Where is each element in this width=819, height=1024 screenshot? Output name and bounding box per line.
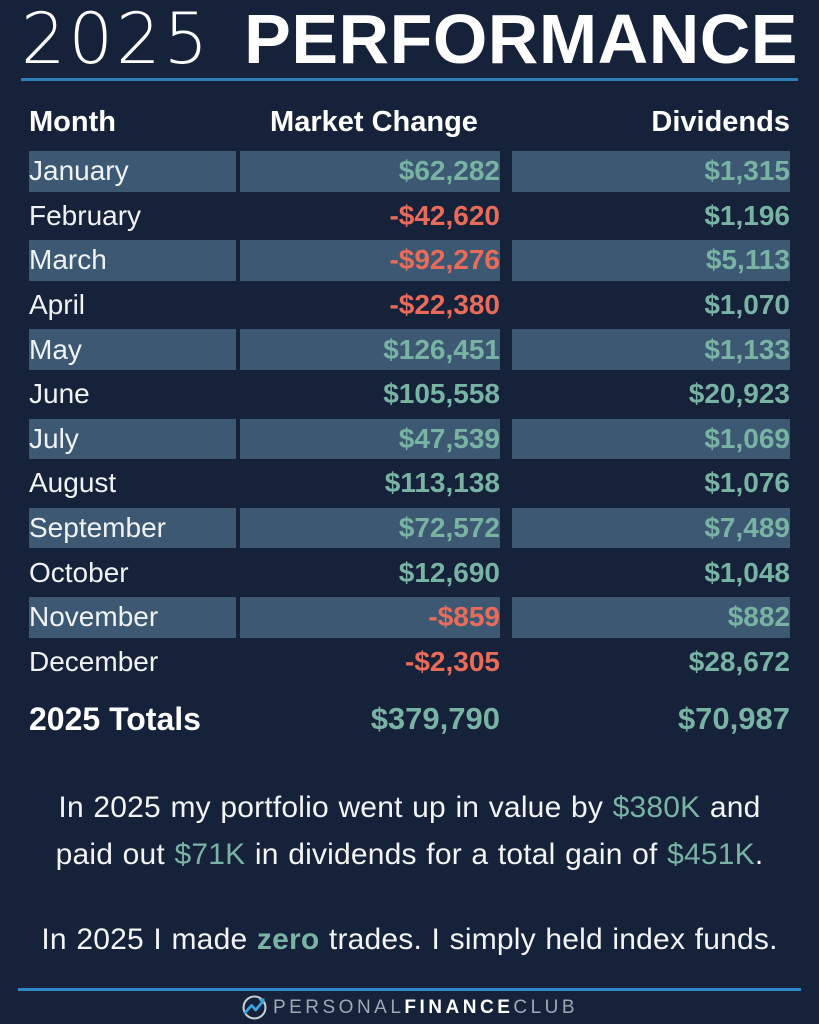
table-header: Month Market Change Dividends <box>21 99 798 145</box>
text-segment: trades. I simply held index funds. <box>319 923 778 957</box>
month-cell: July <box>21 417 236 462</box>
month-cell: October <box>29 556 129 588</box>
accent-text: $71K <box>174 838 246 872</box>
dividends-cell: $5,113 <box>512 238 798 283</box>
text-segment: In 2025 my portfolio went up in value by <box>58 791 613 825</box>
totals-label: 2025 Totals <box>29 700 201 737</box>
market-change-cell: $105,558 <box>383 378 500 410</box>
month-cell: February <box>29 199 142 231</box>
totals-dividends: $70,987 <box>677 701 790 737</box>
dividends-cell: $1,069 <box>512 417 798 462</box>
month-cell: March <box>21 238 236 283</box>
table-row: August $113,138 $1,076 <box>21 461 798 506</box>
table-rows: January $62,282 $1,315 February -$42,620… <box>21 149 798 684</box>
title-underline <box>21 78 798 81</box>
summary-line-3: In 2025 I made zero trades. I simply hel… <box>21 916 798 963</box>
header-month: Month <box>29 105 116 138</box>
accent-text: zero <box>256 923 320 957</box>
market-change-cell: $47,539 <box>240 417 508 462</box>
brand-word: PERSONAL <box>272 996 405 1018</box>
market-change-cell: -$42,620 <box>389 199 500 231</box>
dividends-cell: $28,672 <box>688 645 790 677</box>
month-cell: May <box>21 327 236 372</box>
month-cell: April <box>29 289 86 321</box>
market-change-cell: $12,690 <box>398 556 500 588</box>
table-row: December -$2,305 $28,672 <box>21 640 798 685</box>
header-dividends: Dividends <box>651 105 790 138</box>
brand-word: FINANCE <box>404 996 514 1018</box>
brand-word: CLUB <box>513 996 579 1018</box>
title-word: PERFORMANCE <box>244 0 798 78</box>
title-year: 2025 <box>21 0 212 80</box>
dividends-cell: $20,923 <box>688 378 790 410</box>
market-change-cell: $72,572 <box>240 506 508 551</box>
table-row: June $105,558 $20,923 <box>21 372 798 417</box>
infographic: 2025 PERFORMANCE Month Market Change Div… <box>21 0 798 963</box>
text-segment: paid out <box>55 838 175 872</box>
footer-divider <box>18 988 801 991</box>
brand-logo: PERSONALFINANCECLUB <box>0 994 819 1021</box>
table-row: February -$42,620 $1,196 <box>21 194 798 239</box>
summary-paragraph-2: In 2025 I made zero trades. I simply hel… <box>21 916 798 963</box>
dividends-cell: $882 <box>512 595 798 640</box>
header-market-change: Market Change <box>270 105 478 138</box>
month-cell: September <box>21 506 236 551</box>
market-change-cell: $126,451 <box>240 327 508 372</box>
market-change-cell: $113,138 <box>384 467 500 499</box>
accent-text: $380K <box>612 791 701 825</box>
trend-circle-icon <box>242 995 267 1020</box>
text-segment: . <box>754 838 764 872</box>
dividends-cell: $1,048 <box>704 556 790 588</box>
dividends-cell: $1,070 <box>704 289 790 321</box>
totals-market-change: $379,790 <box>370 701 500 737</box>
table-row: May $126,451 $1,133 <box>21 327 798 372</box>
summary-line-2: paid out $71K in dividends for a total g… <box>21 831 798 878</box>
table-row: March -$92,276 $5,113 <box>21 238 798 283</box>
month-cell: January <box>21 149 236 194</box>
month-cell: August <box>29 467 117 499</box>
summary-paragraph-1: In 2025 my portfolio went up in value by… <box>21 784 798 878</box>
text-segment: In 2025 I made <box>41 923 257 957</box>
table-row: November -$859 $882 <box>21 595 798 640</box>
text-segment: and <box>700 791 761 825</box>
month-cell: June <box>29 378 90 410</box>
dividends-cell: $1,315 <box>512 149 798 194</box>
performance-table: Month Market Change Dividends January $6… <box>21 99 798 746</box>
dividends-cell: $1,133 <box>512 327 798 372</box>
month-cell: December <box>29 645 159 677</box>
table-row: July $47,539 $1,069 <box>21 417 798 462</box>
market-change-cell: -$2,305 <box>405 645 500 677</box>
table-row: October $12,690 $1,048 <box>21 550 798 595</box>
market-change-cell: $62,282 <box>240 149 508 194</box>
table-row: January $62,282 $1,315 <box>21 149 798 194</box>
dividends-cell: $7,489 <box>512 506 798 551</box>
month-cell: November <box>21 595 236 640</box>
table-row: September $72,572 $7,489 <box>21 506 798 551</box>
market-change-cell: -$859 <box>240 595 508 640</box>
summary-line-1: In 2025 my portfolio went up in value by… <box>21 784 798 831</box>
text-segment: in dividends for a total gain of <box>245 838 668 872</box>
table-row: April -$22,380 $1,070 <box>21 283 798 328</box>
brand-name: PERSONALFINANCECLUB <box>273 997 578 1019</box>
page-title: 2025 PERFORMANCE <box>21 0 798 80</box>
dividends-cell: $1,076 <box>704 467 790 499</box>
market-change-cell: -$92,276 <box>240 238 508 283</box>
totals-row: 2025 Totals $379,790 $70,987 <box>21 692 798 746</box>
market-change-cell: -$22,380 <box>389 289 500 321</box>
accent-text: $451K <box>667 838 755 872</box>
dividends-cell: $1,196 <box>704 199 790 231</box>
